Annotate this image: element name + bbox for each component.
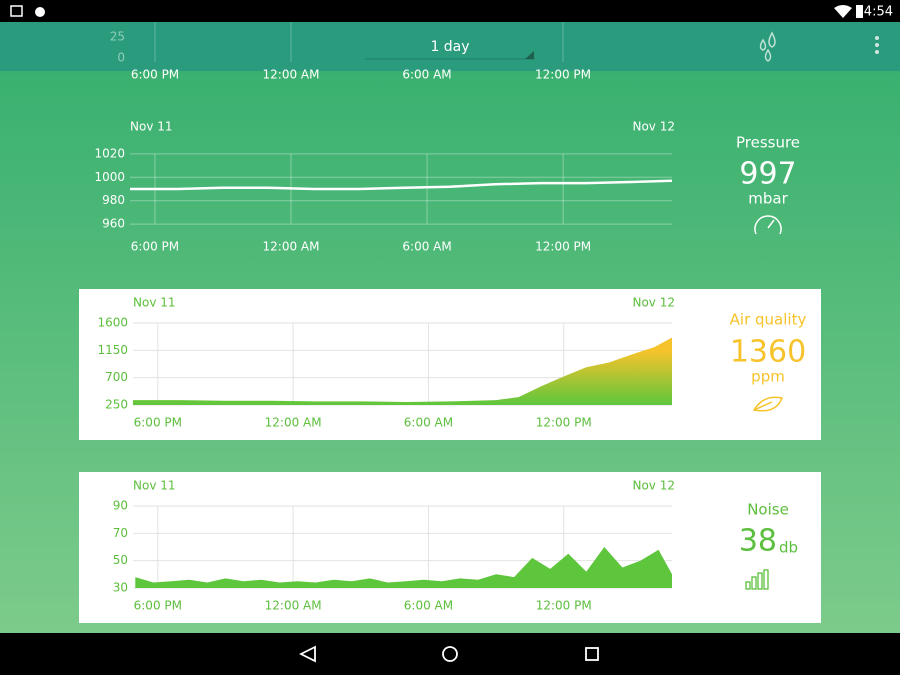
air-card — [79, 289, 821, 440]
y-tick-label: 700 — [105, 370, 128, 384]
home-button[interactable] — [442, 646, 458, 662]
gallery-icon — [10, 5, 23, 17]
toolbar — [0, 22, 900, 71]
android-icon — [35, 7, 45, 17]
top-x-label: 6:00 PM — [131, 68, 179, 82]
y-tick-label: 70 — [113, 526, 128, 540]
y-tick-label: 960 — [102, 217, 125, 231]
clock: 4:54 — [864, 5, 893, 20]
area — [135, 547, 673, 588]
bars-icon — [745, 569, 769, 590]
area — [133, 337, 672, 405]
reading-unit: mbar — [748, 190, 788, 208]
back-button[interactable] — [298, 645, 316, 663]
top-x-label: 12:00 PM — [535, 68, 591, 82]
leaf-icon — [752, 396, 784, 412]
top-y-label: 25 — [110, 30, 125, 44]
x-tick-label: 12:00 AM — [263, 240, 320, 254]
y-tick-label: 90 — [113, 499, 128, 513]
reading-title: Air quality — [730, 311, 807, 329]
x-tick-label: 6:00 PM — [134, 599, 182, 613]
y-tick-label: 980 — [102, 193, 125, 207]
end-date: Nov 12 — [632, 120, 675, 134]
recents-button[interactable] — [585, 647, 599, 661]
x-tick-label: 6:00 AM — [402, 240, 451, 254]
dropdown-arrow — [525, 51, 534, 59]
gauge-icon — [754, 215, 782, 235]
x-tick-label: 12:00 PM — [536, 599, 592, 613]
reading-value: 1360 — [730, 335, 806, 370]
top-x-label: 12:00 AM — [263, 68, 320, 82]
menu-button[interactable] — [875, 36, 879, 54]
x-tick-label: 6:00 AM — [404, 416, 453, 430]
x-tick-label: 12:00 PM — [536, 416, 592, 430]
top-y-label: 0 — [117, 51, 125, 65]
x-tick-label: 6:00 PM — [131, 240, 179, 254]
y-tick-label: 50 — [113, 553, 128, 567]
y-tick-label: 1020 — [94, 146, 125, 160]
start-date: Nov 11 — [130, 120, 173, 134]
x-tick-label: 12:00 AM — [265, 599, 322, 613]
drops-button[interactable] — [759, 31, 776, 62]
x-tick-label: 6:00 AM — [404, 599, 453, 613]
nav-bar — [0, 633, 900, 675]
range-label[interactable]: 1 day — [430, 39, 469, 55]
wifi-icon — [834, 5, 852, 18]
y-tick-label: 1600 — [97, 316, 128, 330]
end-date: Nov 12 — [632, 479, 675, 493]
y-tick-label: 250 — [105, 398, 128, 412]
y-tick-label: 30 — [113, 581, 128, 595]
status-bar — [0, 0, 900, 22]
start-date: Nov 11 — [133, 479, 176, 493]
reading-title: Pressure — [736, 134, 800, 152]
start-date: Nov 11 — [133, 296, 176, 310]
y-tick-label: 1150 — [97, 343, 128, 357]
battery-icon — [856, 5, 863, 18]
line — [130, 179, 673, 191]
y-tick-label: 1000 — [94, 170, 125, 184]
reading-unit: ppm — [751, 368, 785, 386]
end-date: Nov 12 — [632, 296, 675, 310]
reading-unit: db — [779, 539, 798, 557]
range-dropdown[interactable]: 1 day — [365, 39, 535, 60]
noise-card — [79, 472, 821, 623]
x-tick-label: 6:00 PM — [134, 416, 182, 430]
x-tick-label: 12:00 AM — [265, 416, 322, 430]
top-x-label: 6:00 AM — [402, 68, 451, 82]
reading-value: 997 — [739, 157, 796, 192]
x-tick-label: 12:00 PM — [535, 240, 591, 254]
reading-value: 38 — [739, 524, 777, 559]
reading-title: Noise — [747, 501, 789, 519]
